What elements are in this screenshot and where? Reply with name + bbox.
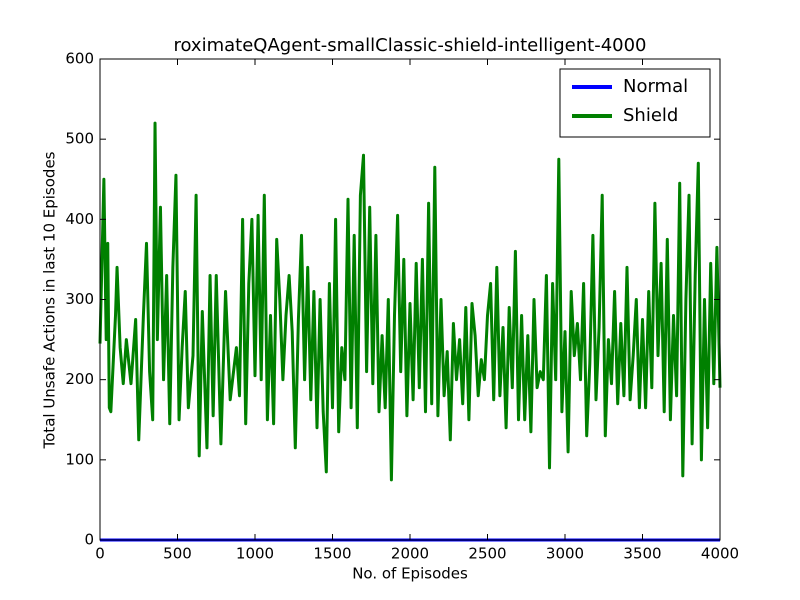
x-tick-label: 3500 <box>623 545 661 563</box>
y-tick-label: 200 <box>65 370 94 388</box>
x-tick-label: 4000 <box>701 545 739 563</box>
y-tick-label: 0 <box>84 531 94 549</box>
y-tick-label: 100 <box>65 450 94 468</box>
x-tick-label: 0 <box>95 545 105 563</box>
legend-label: Normal <box>623 76 688 97</box>
x-tick-label: 500 <box>163 545 192 563</box>
x-axis-label: No. of Episodes <box>352 565 468 583</box>
y-tick-label: 600 <box>65 50 94 68</box>
x-tick-label: 2000 <box>391 545 429 563</box>
y-tick-label: 400 <box>65 210 94 228</box>
data-line <box>98 121 722 482</box>
chart-title: roximateQAgent-smallClassic-shield-intel… <box>173 35 646 56</box>
y-tick-label: 300 <box>65 290 94 308</box>
x-tick-label: 3000 <box>546 545 584 563</box>
x-tick-label: 2500 <box>468 545 506 563</box>
y-tick-label: 500 <box>65 130 94 148</box>
y-axis-label: Total Unsafe Actions in last 10 Episodes <box>41 151 59 449</box>
x-tick-label: 1000 <box>236 545 274 563</box>
legend-label: Shield <box>623 105 678 126</box>
legend-box <box>559 68 711 138</box>
x-tick-label: 1500 <box>313 545 351 563</box>
